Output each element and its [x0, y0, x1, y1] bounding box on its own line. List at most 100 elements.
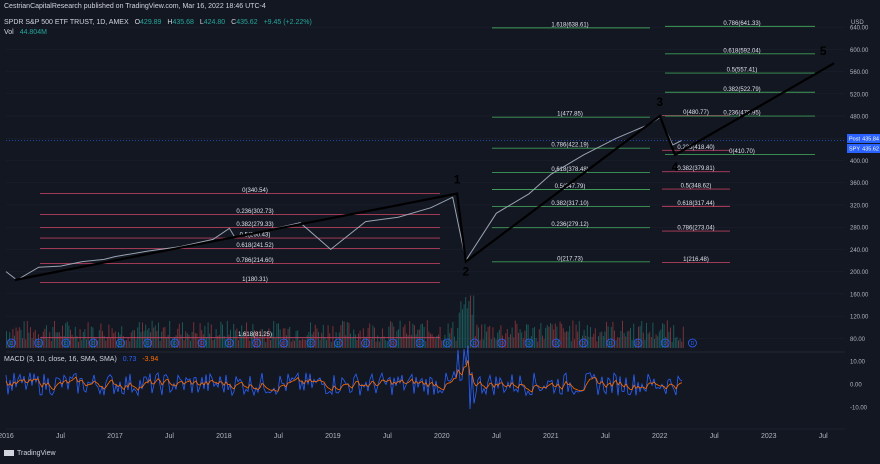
volume-bar	[631, 340, 633, 348]
volume-bar	[620, 330, 622, 348]
volume-bar	[39, 340, 41, 348]
volume-bar	[190, 340, 191, 348]
volume-bar	[169, 320, 171, 348]
dividend-marker-icon	[143, 338, 153, 348]
volume-bar	[602, 335, 604, 348]
high-value: 435.68	[172, 19, 194, 26]
volume-bar	[42, 331, 44, 348]
time-tick-label: 2017	[107, 433, 123, 440]
price-tag-value: 435.62	[862, 147, 879, 153]
volume-bar	[553, 329, 555, 348]
volume-bar	[588, 336, 590, 348]
volume-bar	[428, 331, 430, 348]
symbol-title[interactable]: SPDR S&P 500 ETF TRUST, 1D, AMEX	[4, 19, 129, 26]
volume-bar	[134, 330, 135, 348]
volume-bar	[522, 338, 524, 348]
volume-bar	[308, 331, 310, 348]
volume-bar	[151, 320, 153, 348]
volume-bar	[364, 336, 366, 348]
volume-bar	[650, 337, 652, 348]
volume-bar	[508, 336, 510, 348]
volume-bar	[180, 334, 182, 348]
dividend-marker-icon	[224, 338, 234, 348]
volume-bar	[260, 329, 262, 348]
wave-label: 5	[820, 44, 827, 58]
volume-bar	[404, 324, 406, 348]
volume-bar	[186, 333, 188, 348]
volume-bar	[594, 328, 596, 348]
volume-bar	[103, 335, 105, 348]
volume-bar	[65, 323, 67, 348]
volume-bar	[444, 334, 446, 348]
volume-bar	[492, 327, 494, 348]
volume-bar	[390, 321, 391, 348]
dividend-marker-icon	[333, 338, 343, 348]
dividend-marker-letter: D	[391, 341, 395, 347]
volume-bar	[476, 324, 478, 348]
fib-level-label: 0(340.54)	[242, 188, 268, 194]
volume-bar	[474, 336, 476, 348]
open-value: 429.89	[140, 19, 162, 26]
volume-bar	[399, 320, 401, 348]
volume-bar	[68, 325, 70, 348]
volume-bar	[375, 341, 377, 348]
time-tick-label: 2020	[434, 433, 450, 440]
wave-line	[14, 62, 835, 282]
volume-bar	[497, 332, 499, 348]
volume-bar	[599, 332, 601, 348]
dividend-marker-letter: D	[255, 341, 259, 347]
volume-bar	[596, 341, 598, 348]
volume-bar	[569, 325, 571, 348]
volume-bar	[106, 336, 108, 348]
dividend-marker-icon	[524, 338, 534, 348]
fib-level-label: 0.618(317.44)	[677, 201, 714, 207]
volume-bar	[302, 338, 303, 348]
volume-bar	[510, 334, 511, 348]
low-value: 424.80	[203, 19, 226, 26]
time-tick-label: Jul	[56, 433, 65, 440]
volume-bar	[303, 339, 305, 348]
volume-bar	[60, 336, 62, 348]
volume-bar	[502, 335, 503, 348]
footer-brand[interactable]: TradingView	[4, 450, 56, 457]
volume-bar	[242, 332, 244, 348]
brand-name: TradingView	[17, 450, 56, 457]
volume-bar	[202, 334, 204, 348]
volume-bar	[543, 338, 545, 348]
volume-bar	[607, 326, 609, 348]
volume-bar	[436, 335, 438, 348]
close-value: 435.62	[236, 19, 258, 26]
volume-bar	[108, 324, 110, 348]
volume-bar	[174, 336, 175, 348]
volume-bar	[626, 331, 628, 348]
volume-bar	[114, 331, 116, 348]
volume-bar	[127, 337, 129, 348]
dividend-marker-icon	[361, 338, 370, 348]
volume-bar	[530, 335, 532, 348]
macd-title[interactable]: MACD (3, 10, close, 16, SMA, SMA)	[4, 356, 117, 363]
volume-bar	[287, 328, 289, 348]
volume-label[interactable]: Vol	[4, 29, 14, 36]
volume-bar	[46, 325, 47, 348]
time-tick-label: Jul	[601, 433, 610, 440]
dividend-marker-letter: D	[146, 341, 150, 347]
volume-bar	[294, 340, 295, 348]
volume-bar	[450, 328, 452, 348]
volume-bar	[554, 323, 556, 348]
wave-label: 3	[656, 95, 663, 109]
volume-bar	[215, 329, 217, 348]
volume-bar	[593, 333, 595, 348]
dividend-marker-letter: D	[582, 341, 586, 347]
volume-bar	[489, 325, 491, 348]
volume-bar	[217, 335, 219, 348]
volume-bar	[409, 321, 411, 348]
volume-bar	[638, 326, 639, 348]
volume-bar	[481, 324, 483, 348]
volume-bar	[582, 335, 583, 348]
volume-bar	[410, 335, 412, 348]
volume-bar	[111, 328, 113, 348]
fibonacci-levels: 0(340.54) 0.236(302.73) 0.382(279.33) 0.5(2…	[40, 21, 815, 338]
